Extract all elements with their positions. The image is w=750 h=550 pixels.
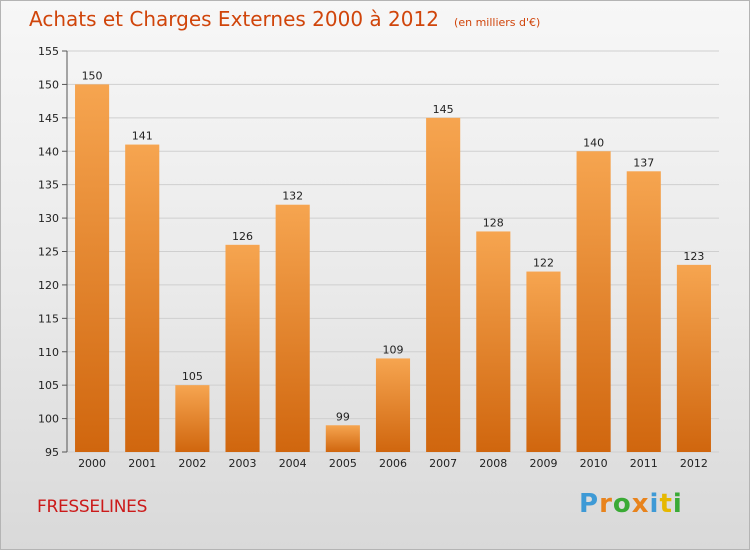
x-tick-label-2009: 2009	[529, 457, 557, 470]
bar-2006	[375, 358, 411, 452]
logo-letter: t	[659, 489, 673, 519]
bars	[75, 84, 711, 453]
proxiti-logo[interactable]: Proxiti	[579, 489, 683, 519]
x-tick-label-2005: 2005	[329, 457, 357, 470]
value-label-2005: 99	[336, 410, 350, 423]
y-tick-label: 95	[45, 446, 59, 459]
bar-2012	[676, 264, 711, 452]
value-label-2001: 141	[132, 130, 153, 143]
logo-letter: i	[649, 489, 660, 519]
value-label-2012: 123	[683, 250, 704, 263]
bar-2003	[225, 244, 260, 452]
x-tick-label-2006: 2006	[379, 457, 407, 470]
bar-2001	[125, 144, 160, 453]
x-tick-label-2004: 2004	[279, 457, 307, 470]
value-label-2007: 145	[433, 103, 454, 116]
y-tick-label: 155	[38, 45, 59, 58]
x-tick-label-2007: 2007	[429, 457, 457, 470]
x-tick-label-2011: 2011	[630, 457, 658, 470]
y-tick-label: 140	[38, 145, 59, 158]
y-tick-label: 115	[38, 312, 59, 325]
value-label-2000: 150	[82, 69, 103, 82]
y-tick-label: 135	[38, 179, 59, 192]
bar-2009	[526, 271, 561, 452]
value-label-2006: 109	[383, 343, 404, 356]
x-tick-label-2010: 2010	[580, 457, 608, 470]
bar-2011	[626, 171, 661, 453]
bar-2002	[175, 385, 210, 452]
bar-2008	[476, 231, 511, 452]
logo-letter: x	[631, 489, 650, 519]
x-tick-label-2001: 2001	[128, 457, 156, 470]
y-tick-label: 110	[38, 346, 59, 359]
y-tick-label: 145	[38, 112, 59, 125]
value-label-2004: 132	[282, 190, 303, 203]
chart-subtitle: (en milliers d'€)	[454, 16, 541, 29]
x-tick-label-2000: 2000	[78, 457, 106, 470]
commune-name: FRESSELINES	[37, 497, 148, 517]
title-row: Achats et Charges Externes 2000 à 2012 (…	[29, 7, 540, 31]
x-tick-label-2002: 2002	[178, 457, 206, 470]
value-label-2011: 137	[633, 156, 654, 169]
value-label-2010: 140	[583, 136, 604, 149]
logo-letter: o	[612, 489, 632, 519]
x-axis-labels: 2000 2001 2002 2003 2004 2005 2006 2007 2008 2009…	[78, 457, 708, 470]
value-label-2009: 122	[533, 257, 554, 270]
y-axis: 95 100 105 110 115 120 125 130 135 140 145 150 155	[38, 45, 68, 459]
bar-2000	[75, 84, 110, 453]
bar-2007	[426, 117, 461, 452]
x-tick-label-2003: 2003	[229, 457, 257, 470]
value-label-2002: 105	[182, 370, 203, 383]
y-tick-label: 150	[38, 78, 59, 91]
bar-2005	[325, 425, 360, 452]
bar-2004	[275, 204, 310, 452]
y-tick-label: 105	[38, 379, 59, 392]
x-tick-label-2012: 2012	[680, 457, 708, 470]
data-labels: 150 141 105 126 132 99 109 145 128 122 140 137 123	[82, 69, 705, 423]
logo-letter: P	[579, 489, 600, 519]
x-tick-label-2008: 2008	[479, 457, 507, 470]
y-tick-label: 130	[38, 212, 59, 225]
chart-title: Achats et Charges Externes 2000 à 2012	[29, 7, 439, 31]
logo-letter: i	[672, 489, 683, 519]
y-tick-label: 125	[38, 246, 59, 259]
y-tick-label: 100	[38, 413, 59, 426]
y-tick-label: 120	[38, 279, 59, 292]
value-label-2003: 126	[232, 230, 253, 243]
logo-letter: r	[599, 489, 613, 519]
bar-2010	[576, 151, 611, 452]
value-label-2008: 128	[483, 216, 504, 229]
